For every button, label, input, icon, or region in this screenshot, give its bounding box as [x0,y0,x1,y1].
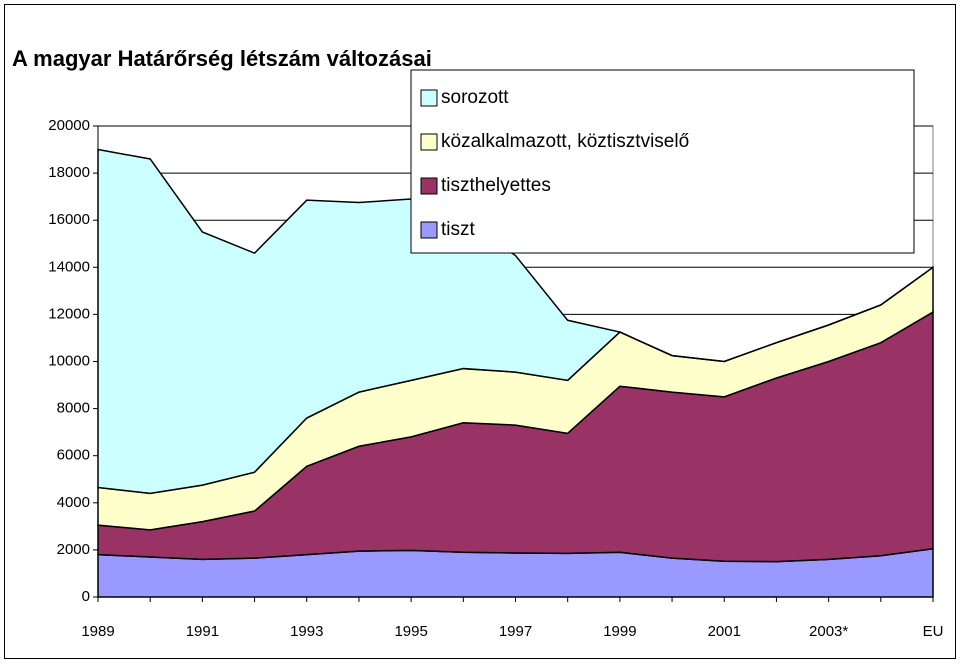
x-tick-label: 1989 [81,623,114,640]
chart-title: A magyar Határőrség létszám változásai [12,46,432,71]
x-tick-label: 1997 [499,623,532,640]
legend-label: tiszt [441,219,476,240]
legend [410,69,915,254]
y-tick-label: 6000 [57,447,90,464]
legend-swatch [420,89,438,107]
legend-swatch [420,177,438,195]
x-tick-label: EU [923,623,944,640]
legend-swatch [420,221,438,239]
legend-swatch [420,133,438,151]
legend-label: közalkalmazott, köztisztviselő [441,131,689,152]
y-tick-label: 8000 [57,400,90,417]
x-tick-label: 1999 [603,623,636,640]
x-tick-label: 2001 [708,623,741,640]
area [97,148,934,495]
y-tick-label: 4000 [57,494,90,511]
legend-label: sorozott [441,87,509,108]
x-tick-label: 1991 [186,623,219,640]
x-tick-label: 2003* [809,623,848,640]
y-tick-label: 14000 [48,258,90,275]
legend-label: tiszthelyettes [441,175,551,196]
y-tick-label: 18000 [48,164,90,181]
x-tick-label: 1995 [394,623,427,640]
y-tick-label: 2000 [57,541,90,558]
y-tick-label: 20000 [48,117,90,134]
y-tick-label: 0 [82,588,90,605]
y-tick-label: 12000 [48,305,90,322]
y-tick-label: 16000 [48,211,90,228]
y-tick-label: 10000 [48,352,90,369]
x-tick-label: 1993 [290,623,323,640]
